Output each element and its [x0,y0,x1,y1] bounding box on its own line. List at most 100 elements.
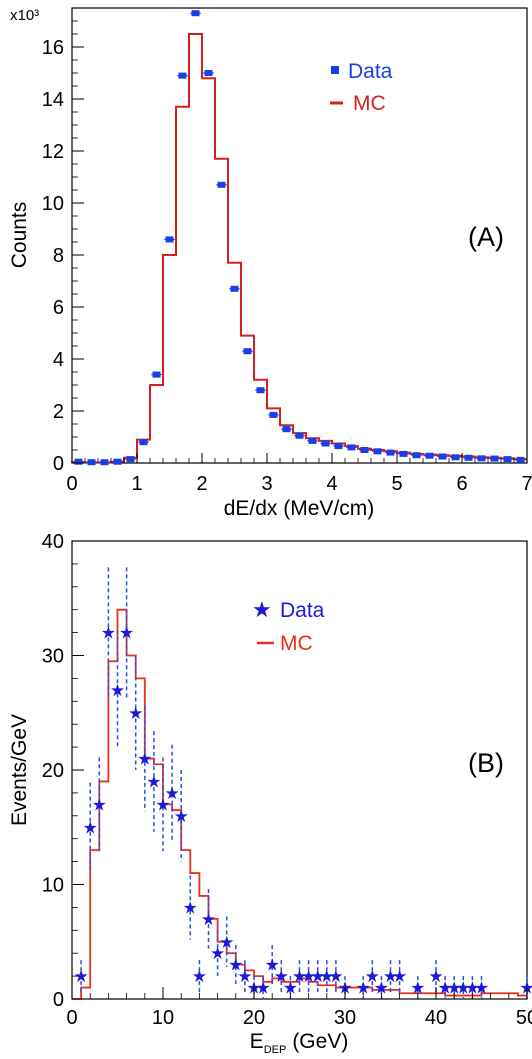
panel-b-xlabel-unit: (GeV) [292,1030,348,1053]
panel-a-legend: Data MC [330,60,393,115]
panel-b-data-point: ★ [274,967,289,987]
panel-a-label: (A) [468,222,504,252]
panel-b-axes: 0 10 20 30 40 50 0 10 20 30 40 [42,531,532,1029]
panel-b-y-tick-label: 10 [42,875,64,897]
panel-b-x-tick-label: 30 [334,1007,356,1029]
panel-a-x-tick-label: 7 [521,473,532,495]
panel-a-data-point [308,437,317,444]
panel-a-mc-step [71,33,527,464]
panel-a-data-point [438,453,447,460]
panel-a-data-point [347,444,356,451]
panel-b-y-tick-label: 0 [53,989,64,1011]
panel-b-data-point: ★ [292,967,307,987]
panel-a-xlabel: dE/dx (MeV/cm) [224,497,375,520]
panel-a-data-point [269,411,278,418]
panel-a-data-point [399,450,408,457]
panel-b-data-point: ★ [92,795,107,815]
panel-a-data-point [243,348,252,355]
panel-b-data-point: ★ [155,795,170,815]
legend-mc-label: MC [353,92,386,115]
panel-b-data-point: ★ [447,979,462,999]
panel-a-data-point [139,439,148,446]
panel-a-data-point [178,72,187,79]
legend-b-mc-label: MC [280,632,313,655]
panel-a-exponent: x10³ [10,7,39,24]
panel-a-data-point [165,236,174,243]
panel-a-y-tick-label: 4 [53,349,64,371]
panel-a-y-tick-label: 12 [42,141,64,163]
panel-b-data-point: ★ [237,967,252,987]
panel-a-data-point [386,449,395,456]
panel-a-y-tick-label: 10 [42,193,64,215]
panel-b-data-point: ★ [465,979,480,999]
panel-b-data-point: ★ [164,784,179,804]
panel-b-data-point: ★ [219,933,234,953]
panel-b-x-tick-label: 40 [425,1007,447,1029]
panel-a-data-point [113,458,122,465]
panel-a-x-tick-label: 1 [131,473,142,495]
panel-b-data-point: ★ [437,979,452,999]
panel-a-data-point [321,440,330,447]
panel-b-data-point: ★ [201,910,216,930]
panel-a-plot [71,10,527,466]
panel-b-x-tick-label: 20 [243,1007,265,1029]
panel-b-x-tick-label: 0 [66,1007,77,1029]
panel-a-y-tick-label: 6 [53,297,64,319]
panel-a-data-point [256,387,265,394]
panel-a-x-tick-label: 5 [391,473,402,495]
panel-b-x-tick-label: 10 [152,1007,174,1029]
panel-b-data-point: ★ [319,967,334,987]
panel-b-legend: ★ Data MC [252,598,325,655]
panel-b-xlabel-main: E [250,1030,264,1053]
panel-a-data-point [451,454,460,461]
panel-b-data-point: ★ [383,967,398,987]
legend-b-data-label: Data [280,599,325,622]
panel-a-data-point [126,456,135,463]
panel-b-data-point: ★ [356,979,371,999]
panel-a-data-point [152,371,161,378]
panel-b-data-point: ★ [174,807,189,827]
panel-a-ylabel: Counts [8,202,31,269]
panel-a-data-point [360,447,369,453]
panel-b-data-point: ★ [183,898,198,918]
panel-b-data-point: ★ [310,967,325,987]
panel-a-data-point [334,443,343,450]
panel-b-data-point: ★ [301,967,316,987]
panel-a-data-point [191,10,200,17]
panel-b-y-tick-label: 40 [42,531,64,553]
panel-a-data-point [100,459,109,466]
panel-b-xlabel: EDEP (GeV) [250,1030,349,1056]
panel-a-y-tick-label: 14 [42,89,64,111]
panel-b-label: (B) [468,748,504,778]
panel-b-ylabel: Events/GeV [8,714,31,826]
panel-b-data-point: ★ [428,967,443,987]
panel-a-data-point [87,459,96,466]
panel-a-y-tick-label: 2 [53,401,64,423]
panel-a-data-point [412,452,421,459]
panel-a-data-point [425,452,434,459]
panel-b-data-point: ★ [392,967,407,987]
panel-a-frame [71,7,528,464]
legend-data-marker [331,66,339,74]
panel-a-x-tick-label: 2 [196,473,207,495]
panel-b-data-point: ★ [410,979,425,999]
panel-a-y-tick-label: 0 [53,453,64,475]
panel-a-y-tick-label: 8 [53,245,64,267]
panel-a-data-point [204,70,213,76]
panel-b-data-point: ★ [110,681,125,701]
panel-a-x-tick-label: 4 [326,473,337,495]
panel-a-data-point [373,448,382,455]
panel-b-xlabel-sub: DEP [264,1044,287,1056]
panel-b-mc-step [72,608,527,1000]
panel-b-data-point: ★ [328,967,343,987]
legend-data-label: Data [348,60,393,83]
panel-b-data-point: ★ [192,967,207,987]
panel-b-data-point: ★ [101,624,116,644]
panel-b-data-point: ★ [255,979,270,999]
panel-a-x-tick-label: 0 [66,473,77,495]
panel-a-x-tick-label: 3 [261,473,272,495]
panel-a-data-point [217,181,226,188]
panel-a-data-point [74,458,83,465]
